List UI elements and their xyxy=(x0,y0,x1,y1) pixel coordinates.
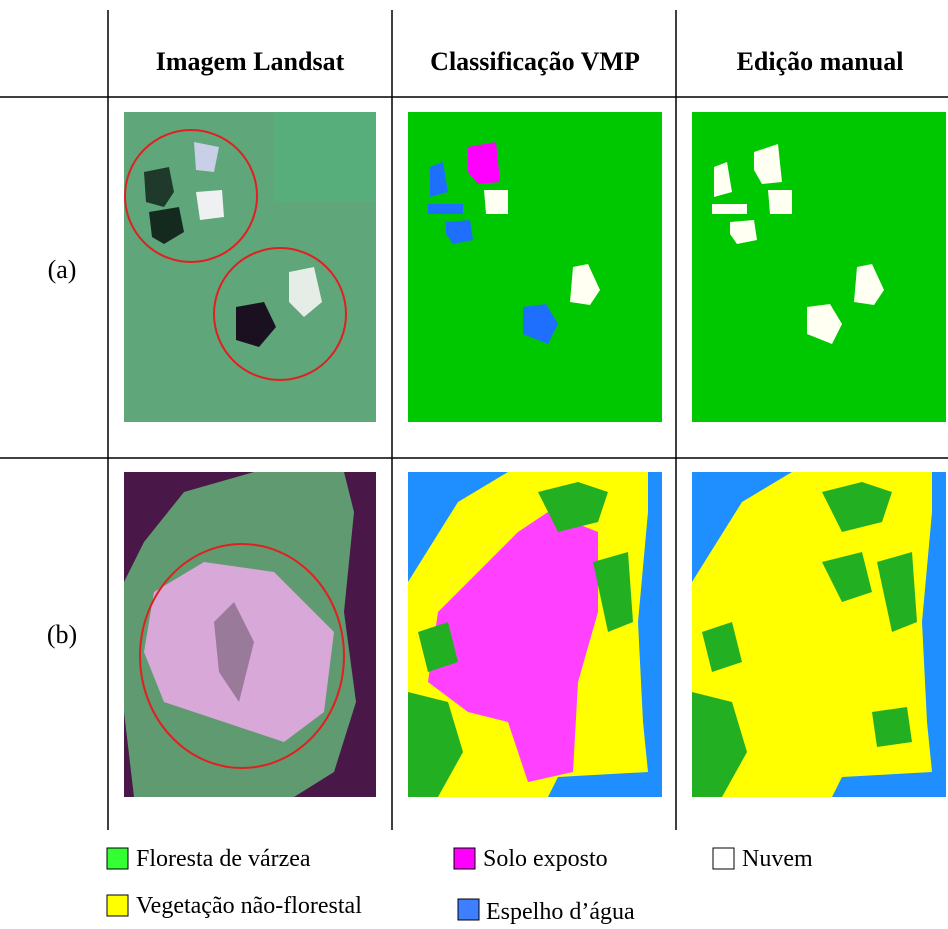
legend-swatch xyxy=(458,899,479,920)
legend-label: Espelho d’água xyxy=(486,899,635,924)
landsat-image-b xyxy=(124,472,376,797)
row-label: (a) xyxy=(48,255,77,284)
figure: Imagem Landsat Classificação VMP Edição … xyxy=(0,0,948,924)
legend-label: Floresta de várzea xyxy=(136,846,311,872)
column-header: Imagem Landsat xyxy=(156,47,345,76)
legend-label: Nuvem xyxy=(742,846,813,872)
legend-label: Vegetação não-florestal xyxy=(136,893,362,919)
legend-swatch xyxy=(107,848,128,869)
column-header: Edição manual xyxy=(737,47,904,76)
legend-swatch xyxy=(454,848,475,869)
edited-image-a xyxy=(692,112,946,422)
legend-label: Solo exposto xyxy=(483,846,608,872)
vmp-image-b xyxy=(408,472,662,797)
landsat-image-a xyxy=(124,112,376,422)
legend-swatch xyxy=(107,895,128,916)
edited-image-b xyxy=(692,472,946,797)
legend-swatch xyxy=(713,848,734,869)
column-header: Classificação VMP xyxy=(430,47,640,76)
row-label: (b) xyxy=(47,620,77,649)
vmp-image-a xyxy=(408,112,662,422)
legend: Floresta de várzea Solo exposto Nuvem Ve… xyxy=(107,846,813,924)
